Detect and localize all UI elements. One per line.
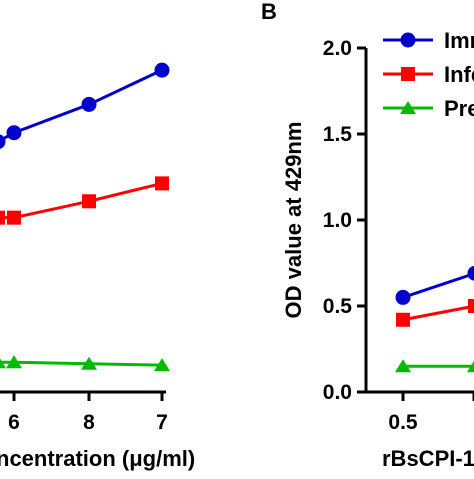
panel-b-y-tick-label: 2.0 [323,37,352,60]
panel-b-legend: Imm Infe Pre [383,28,474,121]
legend-marker-1 [401,67,415,81]
panel-a-x-tick-label: 8 [83,411,95,434]
panel-a: 6 8 7 ncentration (μg/ml) [0,63,195,471]
panel-a-point-0 [82,97,97,112]
panel-a-point-0 [7,125,22,140]
panel-a-x-axis-title: ncentration (μg/ml) [0,446,195,471]
panel-b-point-0 [396,290,411,305]
panel-a-point-1 [0,211,5,225]
panel-b-point-1 [468,299,474,313]
panel-a-x-tick-label: 6 [8,411,20,434]
panel-a-series-line-0 [0,70,162,142]
legend-label-2: Pre [444,96,474,121]
panel-a-series-line-2 [0,362,162,365]
panel-a-point-1 [82,194,96,208]
panel-b-point-0 [468,266,474,281]
panel-b-series-line-0 [403,265,474,298]
panel-b-x-ticks: 0.5 [388,392,474,434]
panel-b-x-tick-label: 0.5 [388,411,418,434]
panel-a-series [0,63,170,372]
panel-a-point-1 [7,211,21,225]
panel-a-x-ticks: 6 8 7 [8,392,168,434]
panel-b-x-axis-title: rBsCPI-1 [382,446,474,471]
panel-a-x-tick-label: 7 [156,411,168,434]
panel-a-series-line-1 [0,183,162,217]
legend-marker-0 [401,33,416,48]
panel-b-y-tick-label: 1.0 [323,209,352,232]
panel-b-y-tick-label: 1.5 [323,123,353,146]
panel-b-y-ticks: 0.0 0.5 1.0 1.5 2.0 [323,37,366,404]
panel-b-y-tick-label: 0.5 [323,295,353,318]
panel-a-point-1 [155,176,169,190]
legend-label-0: Imm [444,28,474,53]
panel-b-point-1 [396,313,410,327]
panel-b-series-line-1 [403,303,474,320]
legend-label-1: Infe [444,62,474,87]
panel-b: B 0.00.51.01.52.0 0.5 OD value at 429nm … [261,0,474,471]
panel-b-series [395,257,474,372]
panel-b-y-axis-title: OD value at 429nm [281,122,306,319]
panel-b-y-tick-label: 0.0 [323,381,352,404]
panel-a-point-0 [155,63,170,78]
panel-b-letter: B [261,0,277,24]
